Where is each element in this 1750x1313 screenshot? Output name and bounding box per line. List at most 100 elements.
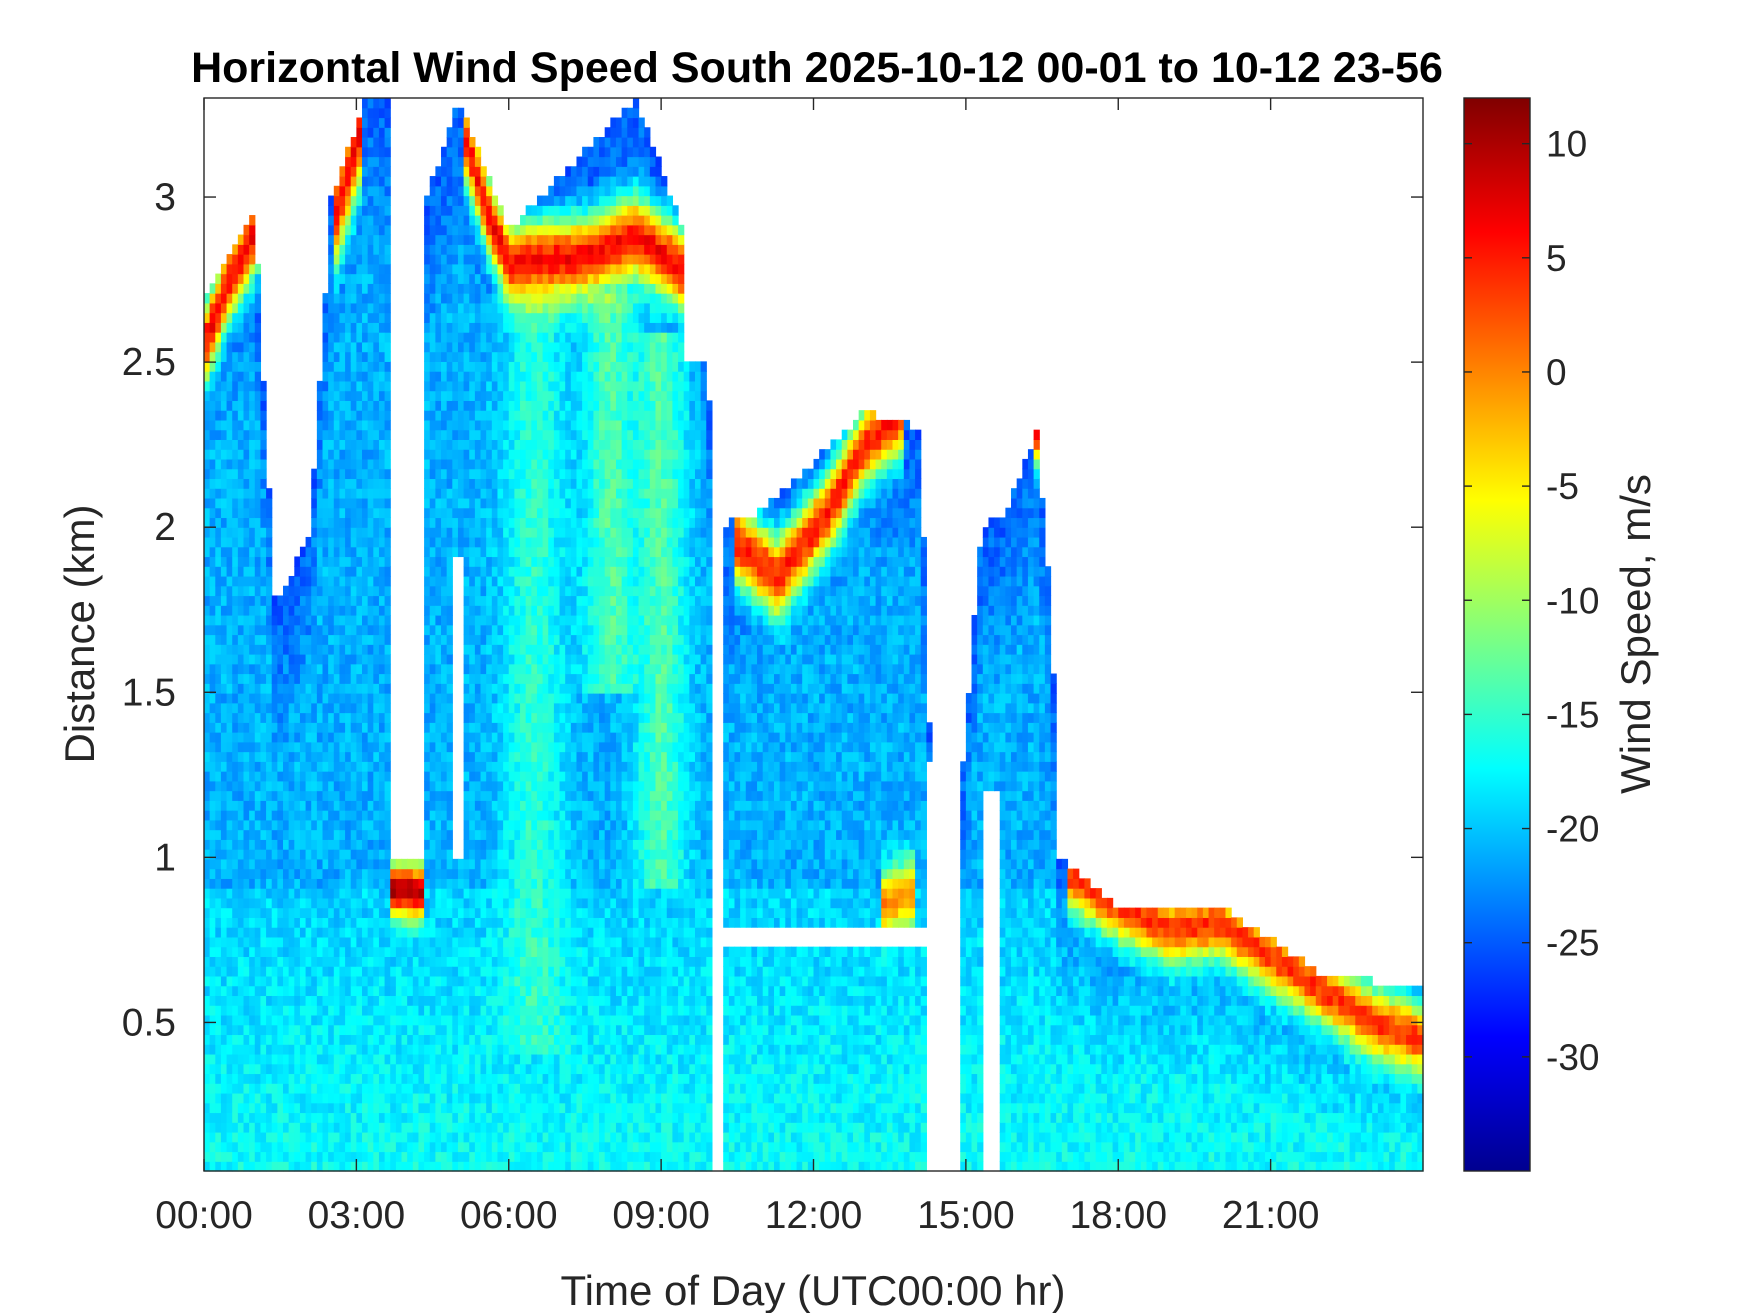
heatmap-cell [491, 897, 499, 909]
heatmap-cell [249, 215, 256, 226]
heatmap-cell [395, 1063, 403, 1075]
heatmap-cell [520, 293, 527, 304]
heatmap-cell [497, 468, 504, 480]
heatmap-cell [294, 1073, 301, 1084]
heatmap-cell [311, 849, 318, 860]
heatmap-cell [446, 693, 453, 704]
heatmap-cell [237, 419, 245, 431]
heatmap-cell [215, 946, 222, 957]
heatmap-cell [474, 419, 482, 431]
heatmap-cell [215, 897, 222, 909]
heatmap-cell [220, 419, 228, 431]
heatmap-cell [294, 1014, 301, 1026]
heatmap-cell [373, 176, 380, 187]
heatmap-cell [452, 185, 459, 197]
heatmap-cell [469, 468, 476, 480]
heatmap-cell [362, 566, 369, 577]
heatmap-cell [209, 1073, 216, 1084]
heatmap-cell [508, 917, 515, 928]
heatmap-cell [362, 995, 369, 1006]
heatmap-cell [356, 254, 363, 265]
heatmap-cell [356, 332, 363, 343]
heatmap-cell [463, 215, 470, 226]
heatmap-cell [469, 1034, 476, 1045]
heatmap-cell [339, 234, 346, 245]
heatmap-cell [407, 897, 414, 909]
heatmap-cell [339, 322, 346, 333]
heatmap-cell [316, 1122, 324, 1133]
heatmap-cell [407, 917, 414, 928]
heatmap-cell [294, 654, 301, 665]
heatmap-cell [378, 293, 386, 304]
heatmap-cell [226, 683, 233, 694]
heatmap-cell [469, 839, 476, 850]
heatmap-cell [305, 624, 312, 636]
heatmap-cell [237, 1161, 245, 1172]
heatmap-cell [474, 1044, 482, 1055]
heatmap-cell [249, 1073, 256, 1084]
heatmap-cell [463, 585, 470, 597]
heatmap-cell [469, 1122, 476, 1133]
heatmap-cell [266, 936, 273, 948]
heatmap-cell [514, 410, 521, 421]
heatmap-cell [384, 1102, 391, 1114]
heatmap-cell [356, 849, 363, 860]
heatmap-cell [209, 1063, 216, 1075]
heatmap-cell [514, 263, 521, 275]
heatmap-cell [204, 1073, 211, 1084]
heatmap-cell [243, 488, 250, 499]
heatmap-cell [508, 1151, 515, 1162]
heatmap-cell [283, 1141, 290, 1153]
heatmap-cell [204, 371, 211, 382]
heatmap-cell [204, 985, 211, 997]
heatmap-cell [215, 634, 222, 645]
heatmap-cell [525, 1044, 532, 1055]
heatmap-cell [350, 254, 357, 265]
heatmap-cell [322, 917, 329, 928]
heatmap-cell [525, 371, 532, 382]
heatmap-cell [356, 488, 363, 499]
heatmap-cell [356, 546, 363, 558]
heatmap-cell [508, 888, 515, 899]
heatmap-cell [333, 732, 341, 743]
heatmap-cell [497, 712, 504, 723]
heatmap-cell [508, 663, 515, 675]
heatmap-cell [373, 341, 380, 353]
heatmap-cell [232, 458, 239, 470]
heatmap-cell [446, 966, 453, 977]
heatmap-cell [328, 829, 335, 840]
heatmap-cell [373, 117, 380, 128]
heatmap-cell [497, 341, 504, 353]
heatmap-cell [362, 780, 369, 792]
heatmap-cell [215, 283, 222, 294]
heatmap-cell [328, 497, 335, 509]
heatmap-cell [249, 575, 256, 587]
heatmap-cell [441, 429, 448, 440]
heatmap-cell [486, 1073, 493, 1084]
heatmap-cell [378, 390, 386, 401]
heatmap-cell [333, 439, 341, 450]
heatmap-cell [356, 712, 363, 723]
heatmap-cell [237, 829, 245, 840]
heatmap-cell [373, 1092, 380, 1104]
heatmap-cell [441, 224, 448, 236]
heatmap-cell [249, 263, 256, 275]
heatmap-cell [243, 595, 250, 606]
heatmap-cell [333, 780, 341, 792]
heatmap-cell [299, 1063, 307, 1075]
heatmap-cell [339, 780, 346, 792]
heatmap-cell [378, 507, 386, 519]
heatmap-cell [356, 263, 363, 275]
heatmap-cell [243, 322, 250, 333]
heatmap-cell [384, 1131, 391, 1143]
heatmap-cell [463, 732, 470, 743]
heatmap-cell [384, 410, 391, 421]
heatmap-cell [254, 1141, 262, 1153]
heatmap-cell [288, 624, 295, 636]
heatmap-cell [288, 1073, 295, 1084]
heatmap-cell [480, 839, 487, 850]
heatmap-cell [429, 810, 436, 821]
heatmap-cell [452, 917, 459, 928]
heatmap-cell [226, 293, 233, 304]
heatmap-cell [339, 1063, 346, 1075]
